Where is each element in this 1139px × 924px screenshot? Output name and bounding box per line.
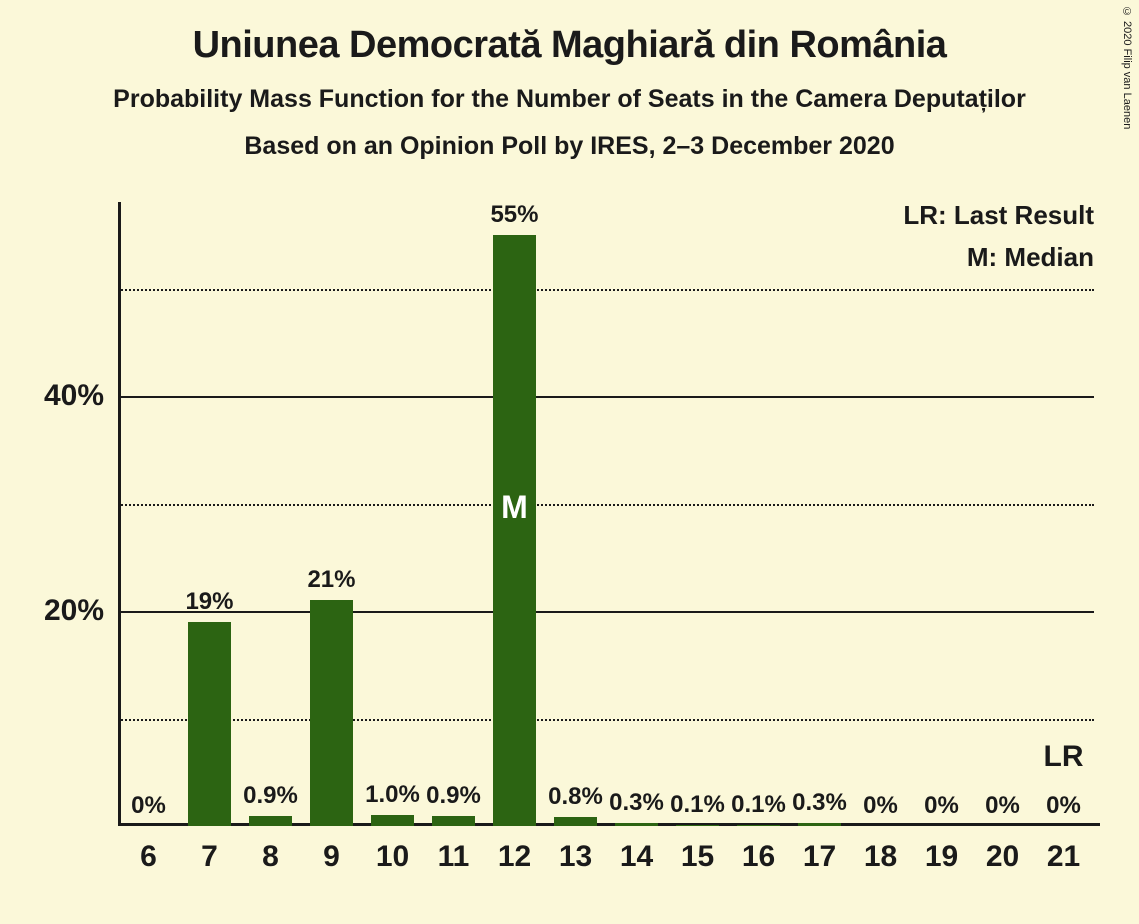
chart-title: Uniunea Democrată Maghiară din România xyxy=(0,0,1139,67)
bar-value-label: 0% xyxy=(924,792,959,826)
bar: 0.1% xyxy=(676,825,720,826)
bar-value-label: 1.0% xyxy=(365,781,420,815)
gridline-minor xyxy=(118,289,1094,291)
x-axis-tick-label: 17 xyxy=(803,826,836,874)
bar-value-label: 0.3% xyxy=(609,789,664,823)
x-axis-tick-label: 12 xyxy=(498,826,531,874)
bar-value-label: 19% xyxy=(185,588,233,622)
bar-value-label: 0.1% xyxy=(731,791,786,825)
bar-value-label: 0% xyxy=(131,792,166,826)
x-axis-tick-label: 7 xyxy=(201,826,218,874)
y-axis-tick-label: 40% xyxy=(44,379,118,413)
x-axis-tick-label: 21 xyxy=(1047,826,1080,874)
bar-value-label: 0% xyxy=(1046,792,1081,826)
bar-value-label: 0% xyxy=(863,792,898,826)
bar-value-label: 0.8% xyxy=(548,783,603,817)
x-axis-tick-label: 8 xyxy=(262,826,279,874)
x-axis-tick-label: 6 xyxy=(140,826,157,874)
chart-subtitle-1: Probability Mass Function for the Number… xyxy=(0,67,1139,114)
bar: 21% xyxy=(310,600,354,826)
last-result-annotation: LR xyxy=(1044,740,1084,774)
bar: 0.8% xyxy=(554,817,598,826)
bar: 0.9% xyxy=(249,816,293,826)
bar: 1.0% xyxy=(371,815,415,826)
x-axis-tick-label: 15 xyxy=(681,826,714,874)
bar-value-label: 21% xyxy=(307,566,355,600)
gridline-minor xyxy=(118,504,1094,506)
bar-median-label: M xyxy=(501,489,528,526)
bar: 19% xyxy=(188,622,232,826)
x-axis-tick-label: 10 xyxy=(376,826,409,874)
x-axis-tick-label: 14 xyxy=(620,826,653,874)
bar-value-label: 0.3% xyxy=(792,789,847,823)
bar-value-label: 0.1% xyxy=(670,791,725,825)
bar: 0.3% xyxy=(798,823,842,826)
legend-item: M: Median xyxy=(967,242,1094,273)
x-axis-tick-label: 11 xyxy=(438,826,470,874)
bar: 55%M xyxy=(493,235,537,826)
y-axis-tick-label: 20% xyxy=(44,594,118,628)
copyright-notice: © 2020 Filip van Laenen xyxy=(1121,6,1133,129)
plot-area: 20%40%67891011121314151617181920210%19%0… xyxy=(118,208,1094,826)
bar-value-label: 0.9% xyxy=(243,782,298,816)
x-axis-tick-label: 19 xyxy=(925,826,958,874)
x-axis-tick-label: 9 xyxy=(323,826,340,874)
legend-item: LR: Last Result xyxy=(903,200,1094,231)
y-axis-line xyxy=(118,202,121,826)
gridline-major xyxy=(118,396,1094,398)
x-axis-tick-label: 18 xyxy=(864,826,897,874)
gridline-minor xyxy=(118,719,1094,721)
bar: 0.3% xyxy=(615,823,659,826)
x-axis-tick-label: 13 xyxy=(559,826,592,874)
gridline-major xyxy=(118,611,1094,613)
x-axis-tick-label: 16 xyxy=(742,826,775,874)
bar: 0.9% xyxy=(432,816,476,826)
chart-subtitle-2: Based on an Opinion Poll by IRES, 2–3 De… xyxy=(0,114,1139,161)
x-axis-tick-label: 20 xyxy=(986,826,1019,874)
bar: 0.1% xyxy=(737,825,781,826)
bar-value-label: 0.9% xyxy=(426,782,481,816)
bar-value-label: 55% xyxy=(490,201,538,235)
bar-value-label: 0% xyxy=(985,792,1020,826)
